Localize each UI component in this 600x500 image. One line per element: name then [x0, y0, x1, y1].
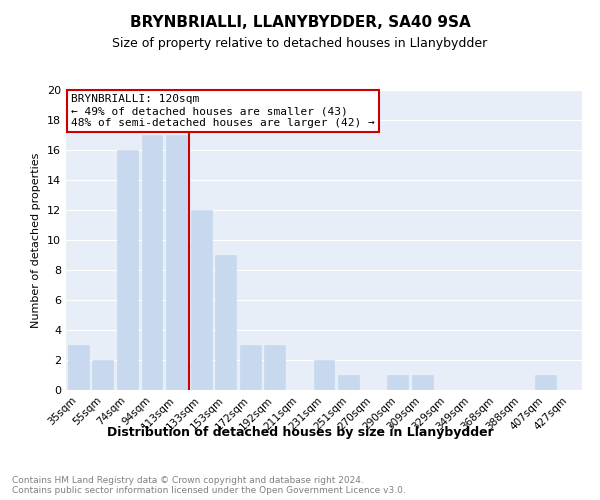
- Bar: [191, 210, 212, 390]
- Bar: [387, 375, 408, 390]
- Bar: [117, 150, 138, 390]
- Bar: [338, 375, 359, 390]
- Text: Distribution of detached houses by size in Llanybydder: Distribution of detached houses by size …: [107, 426, 493, 439]
- Y-axis label: Number of detached properties: Number of detached properties: [31, 152, 41, 328]
- Bar: [240, 345, 261, 390]
- Bar: [412, 375, 433, 390]
- Bar: [166, 135, 187, 390]
- Text: BRYNBRIALLI, LLANYBYDDER, SA40 9SA: BRYNBRIALLI, LLANYBYDDER, SA40 9SA: [130, 15, 470, 30]
- Text: Size of property relative to detached houses in Llanybydder: Size of property relative to detached ho…: [112, 38, 488, 51]
- Bar: [314, 360, 334, 390]
- Bar: [535, 375, 556, 390]
- Bar: [92, 360, 113, 390]
- Bar: [265, 345, 286, 390]
- Text: BRYNBRIALLI: 120sqm
← 49% of detached houses are smaller (43)
48% of semi-detach: BRYNBRIALLI: 120sqm ← 49% of detached ho…: [71, 94, 375, 128]
- Text: Contains HM Land Registry data © Crown copyright and database right 2024.
Contai: Contains HM Land Registry data © Crown c…: [12, 476, 406, 495]
- Bar: [142, 135, 163, 390]
- Bar: [68, 345, 89, 390]
- Bar: [215, 255, 236, 390]
